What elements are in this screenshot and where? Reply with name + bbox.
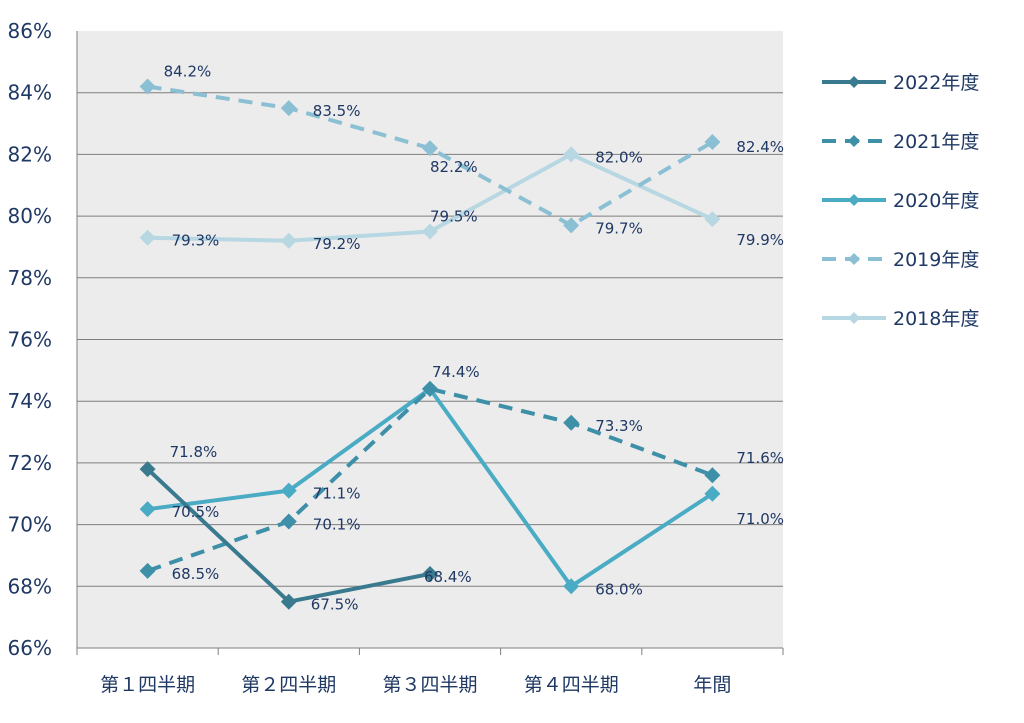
data-label: 71.8% <box>170 443 218 461</box>
x-tick-label: 第１四半期 <box>100 674 195 696</box>
data-label: 68.5% <box>172 565 220 583</box>
data-point <box>280 482 297 499</box>
y-tick-label: 78% <box>8 266 52 290</box>
legend-label: 2018年度 <box>893 308 979 330</box>
data-label: 84.2% <box>164 63 212 81</box>
legend-marker <box>848 253 860 265</box>
data-label: 79.5% <box>430 208 478 226</box>
data-label: 82.0% <box>595 148 643 166</box>
data-point <box>139 229 156 246</box>
legend-marker <box>848 76 860 88</box>
data-label: 71.6% <box>736 449 784 467</box>
y-tick-label: 86% <box>8 19 52 43</box>
legend-label: 2019年度 <box>893 249 979 271</box>
data-label: 79.7% <box>595 219 643 237</box>
data-label: 83.5% <box>313 102 361 120</box>
data-point <box>422 380 438 397</box>
legend-marker <box>848 135 860 147</box>
x-tick-label: 第２四半期 <box>241 674 336 696</box>
data-label: 74.4% <box>432 363 480 381</box>
data-point <box>280 100 297 117</box>
y-tick-label: 66% <box>8 636 52 660</box>
data-point <box>139 461 156 478</box>
data-label: 70.5% <box>172 503 220 521</box>
data-label: 71.0% <box>736 510 784 528</box>
y-tick-label: 76% <box>8 328 52 352</box>
data-point <box>563 146 580 163</box>
data-label: 82.4% <box>736 138 784 156</box>
data-point <box>704 134 721 151</box>
data-point <box>704 485 721 502</box>
data-point <box>139 78 156 95</box>
data-label: 73.3% <box>595 417 643 435</box>
x-tick-label: 年間 <box>693 674 731 696</box>
data-label: 68.4% <box>424 568 472 586</box>
x-tick-label: 第４四半期 <box>524 674 619 696</box>
legend-label: 2022年度 <box>893 72 979 94</box>
data-label: 82.2% <box>430 158 478 176</box>
legend-label: 2021年度 <box>893 131 979 153</box>
data-point <box>139 501 156 518</box>
data-point <box>422 565 438 582</box>
x-tick-label: 第３四半期 <box>382 674 477 696</box>
data-label: 79.3% <box>172 232 220 250</box>
data-point <box>563 217 580 234</box>
series-line <box>146 386 714 573</box>
legend-marker <box>848 312 860 324</box>
legend-label: 2020年度 <box>893 190 979 212</box>
data-label: 71.1% <box>313 485 361 503</box>
data-label: 67.5% <box>311 596 359 614</box>
y-tick-label: 82% <box>8 142 52 166</box>
data-point <box>704 211 721 228</box>
data-label: 79.9% <box>736 231 784 249</box>
data-label: 68.0% <box>595 580 643 598</box>
data-point <box>280 232 297 249</box>
data-point <box>280 593 297 610</box>
data-label: 79.2% <box>313 235 361 253</box>
y-tick-label: 80% <box>8 204 52 228</box>
y-tick-label: 70% <box>8 513 52 537</box>
legend-marker <box>848 194 860 206</box>
data-point <box>280 513 297 530</box>
y-tick-label: 84% <box>8 81 52 105</box>
data-label: 70.1% <box>313 516 361 534</box>
y-tick-label: 68% <box>8 574 52 598</box>
data-point <box>139 562 156 579</box>
data-point <box>422 223 438 240</box>
data-point <box>563 578 580 595</box>
data-point <box>563 414 580 431</box>
data-point <box>422 140 438 157</box>
y-tick-label: 74% <box>8 389 52 413</box>
y-tick-label: 72% <box>8 451 52 475</box>
data-point <box>704 467 721 484</box>
